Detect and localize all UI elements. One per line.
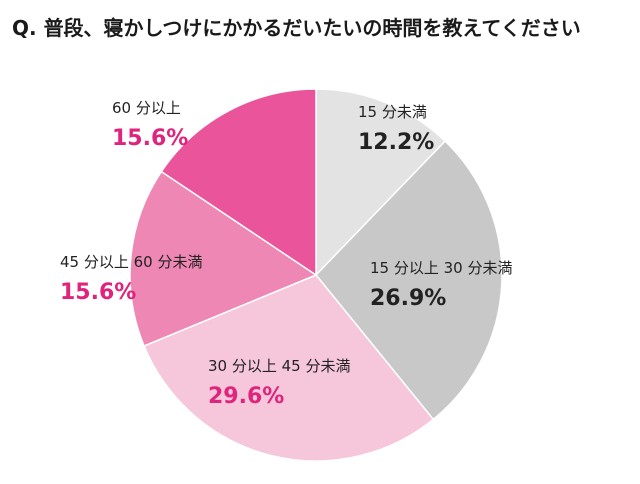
slice-category-label: 60 分以上	[112, 99, 181, 117]
slice-percent-label: 15.6%	[112, 126, 189, 151]
pie-slice-30-to-45	[143, 274, 435, 462]
slice-label-under-15: 15 分未満 12.2%	[358, 102, 434, 158]
slice-percent-label: 15.6%	[60, 280, 137, 305]
slice-label-45-to-60: 45 分以上 60 分未満 15.6%	[60, 252, 202, 308]
slice-category-label: 45 分以上 60 分未満	[60, 253, 203, 271]
slice-label-over-60: 60 分以上 15.6%	[112, 98, 188, 154]
slice-percent-label: 29.6%	[208, 384, 285, 409]
pie-slice-15-to-30	[314, 140, 503, 421]
chart-title: Q. 普段、寝かしつけにかかるだいたいの時間を教えてください	[12, 16, 581, 40]
slice-category-label: 30 分以上 45 分未満	[208, 357, 351, 375]
slice-label-30-to-45: 30 分以上 45 分未満 29.6%	[208, 356, 350, 412]
slice-category-label: 15 分以上 30 分未満	[370, 259, 513, 277]
slice-percent-label: 26.9%	[370, 286, 447, 311]
pie-slice-45-to-60	[129, 170, 318, 347]
slice-percent-label: 12.2%	[358, 130, 435, 155]
slice-category-label: 15 分未満	[358, 103, 427, 121]
pie-slice-under-15	[315, 88, 447, 277]
slice-label-15-to-30: 15 分以上 30 分未満 26.9%	[370, 258, 512, 314]
pie-slice-over-60	[160, 88, 317, 277]
